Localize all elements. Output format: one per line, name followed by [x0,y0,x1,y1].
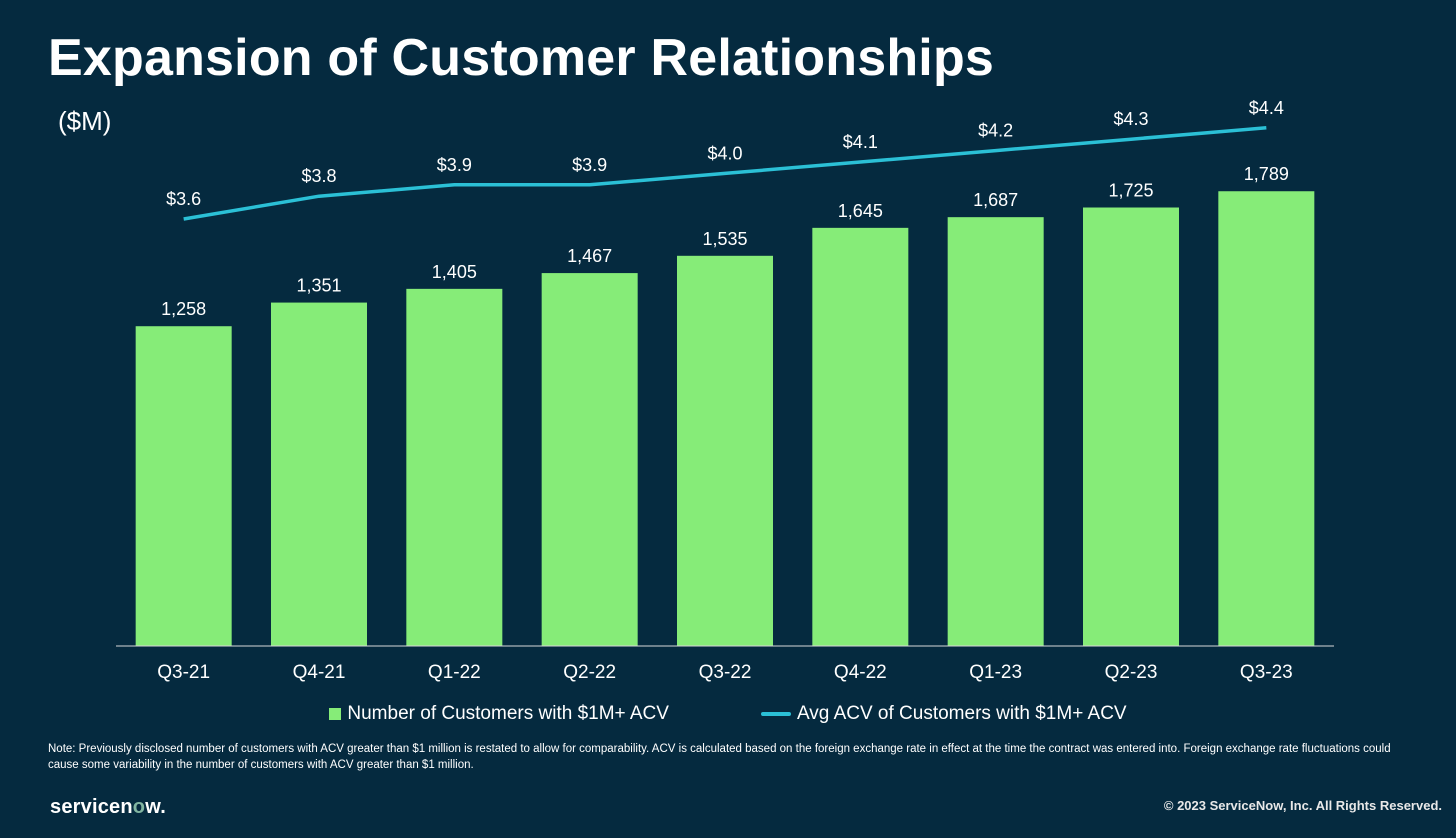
logo-text-suffix: w. [145,796,166,818]
combo-chart: 1,258 1,351 1,405 1,467 1,535 1,645 1,687 1,725… [116,98,1334,683]
line-data-label: $3.9 [437,155,472,175]
avg-acv-line [183,126,1267,221]
legend-label-customers: Number of Customers with $1M+ ACV [347,703,669,724]
line-data-label: $4.1 [843,132,878,152]
bar-data-label: 1,405 [432,262,477,282]
line-data-label: $4.2 [978,121,1013,141]
line-data-label: $3.6 [166,189,201,209]
legend-line-swatch [760,712,791,716]
x-tick-label: Q3-23 [1240,662,1293,683]
bar [812,227,909,646]
bar [135,326,232,646]
footnote: Note: Previously disclosed number of cus… [48,743,1391,771]
line-data-label: $4.3 [1113,109,1148,129]
line-data-label: $4.0 [707,143,742,163]
copyright-notice: © 2023 ServiceNow, Inc. All Rights Reser… [1163,798,1442,813]
legend-bar-swatch [329,708,342,720]
page-title: Expansion of Customer Relationships [48,29,995,87]
bar-data-label: 1,789 [1244,164,1289,184]
bar [947,217,1044,646]
bar [541,273,638,646]
bar [677,255,773,647]
bar-data-label: 1,467 [567,246,612,266]
bar [1083,207,1179,646]
bar-data-label: 1,687 [973,190,1018,210]
servicenow-logo: servicenow. [50,796,166,819]
logo-text-prefix: servicen [50,796,133,818]
bar-data-label: 1,258 [161,299,206,319]
bar [1218,191,1315,646]
x-tick-label: Q4-22 [834,662,887,683]
bar [406,288,503,646]
x-tick-label: Q2-23 [1105,662,1158,683]
bar [271,302,367,646]
legend: Number of Customers with $1M+ ACV Avg AC… [0,703,1456,725]
unit-label: ($M) [58,106,112,136]
bar-data-label: 1,725 [1108,181,1153,201]
x-tick-label: Q4-21 [293,662,346,683]
bar-data-label: 1,535 [702,229,747,249]
legend-item-customers: Number of Customers with $1M+ ACV [329,703,669,725]
legend-label-avg-acv: Avg ACV of Customers with $1M+ ACV [796,703,1127,724]
bar-data-label: 1,351 [296,276,341,296]
bar-data-label: 1,645 [838,201,883,221]
x-tick-label: Q3-21 [157,662,210,683]
x-tick-label: Q1-22 [428,662,481,683]
line-data-label: $3.8 [301,166,336,186]
line-data-label: $4.4 [1249,98,1284,118]
logo-text-o: o [132,796,146,818]
line-data-label: $3.9 [572,155,607,175]
x-tick-label: Q2-22 [563,662,616,683]
legend-item-avg-acv: Avg ACV of Customers with $1M+ ACV [760,703,1127,725]
x-tick-label: Q3-22 [699,662,752,683]
x-tick-label: Q1-23 [969,662,1022,683]
